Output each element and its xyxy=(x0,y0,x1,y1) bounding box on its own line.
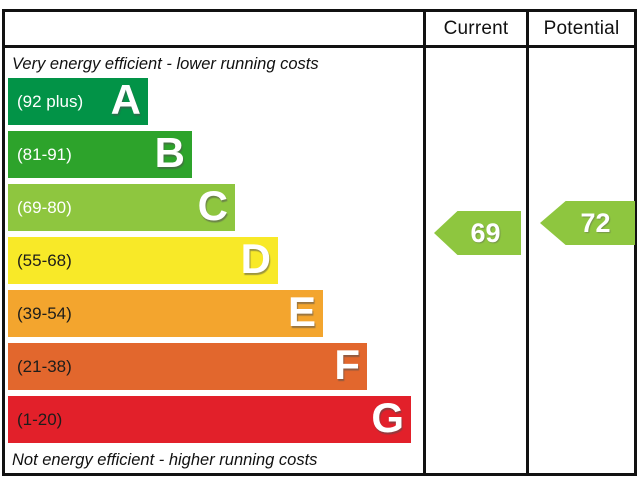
band-letter: D xyxy=(240,234,271,282)
band-e: (39-54) E xyxy=(8,287,323,337)
band-range: (55-68) xyxy=(17,250,72,270)
band-letter: F xyxy=(334,340,360,388)
bottom-caption: Not energy efficient - higher running co… xyxy=(12,451,318,469)
current-rating-arrow: 69 xyxy=(434,211,521,255)
potential-cell: 72 xyxy=(529,48,635,473)
band-f: (21-38) F xyxy=(8,340,367,390)
rating-scale-column: Very energy efficient - lower running co… xyxy=(5,12,423,473)
header-empty-cell xyxy=(5,12,423,48)
current-cell: 69 xyxy=(426,48,526,473)
band-letter: E xyxy=(287,287,316,335)
band-letter: G xyxy=(371,393,404,441)
potential-rating-value: 72 xyxy=(580,207,611,238)
current-rating-value: 69 xyxy=(470,217,501,248)
current-column: Current 69 xyxy=(423,12,526,473)
band-range: (81-91) xyxy=(17,144,72,164)
band-letter: C xyxy=(197,181,228,229)
band-letter: B xyxy=(154,128,185,176)
current-header: Current xyxy=(426,12,526,48)
potential-header: Potential xyxy=(529,12,634,48)
potential-column: Potential 72 xyxy=(526,12,635,473)
band-letter: A xyxy=(110,75,141,123)
band-c: (69-80) C xyxy=(8,181,235,231)
rating-scale-body: Very energy efficient - lower running co… xyxy=(5,48,423,473)
band-d: (55-68) D xyxy=(8,234,278,284)
band-range: (1-20) xyxy=(17,409,63,429)
rating-table: Very energy efficient - lower running co… xyxy=(2,9,637,476)
band-range: (92 plus) xyxy=(17,91,84,111)
band-a: (92 plus) A xyxy=(8,75,148,125)
potential-rating-arrow: 72 xyxy=(540,201,635,245)
band-b: (81-91) B xyxy=(8,128,192,178)
band-range: (21-38) xyxy=(17,356,72,376)
band-range: (69-80) xyxy=(17,197,72,217)
band-g: (1-20) G xyxy=(8,393,411,443)
top-caption: Very energy efficient - lower running co… xyxy=(12,55,319,73)
band-range: (39-54) xyxy=(17,303,72,323)
